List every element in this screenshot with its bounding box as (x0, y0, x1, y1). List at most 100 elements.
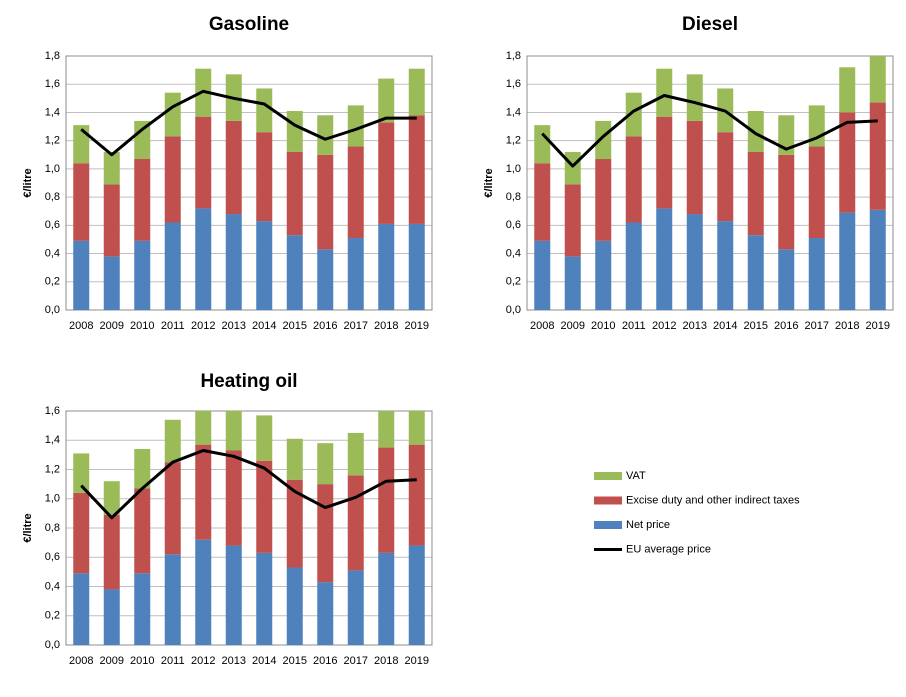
bar-segment (256, 132, 273, 222)
bar-segment (317, 484, 334, 583)
bar-segment (134, 449, 151, 489)
bar-segment (103, 184, 120, 257)
bar-segment (256, 552, 273, 645)
x-tick-label: 2011 (161, 320, 185, 332)
legend-swatch (594, 472, 622, 480)
y-tick-label: 1,4 (45, 434, 60, 446)
bar-segment (378, 223, 395, 310)
x-tick-label: 2017 (344, 320, 368, 332)
bar-segment (317, 582, 334, 645)
bar-segment (564, 256, 581, 310)
x-tick-label: 2011 (622, 320, 646, 332)
y-tick-label: 1,2 (45, 463, 60, 475)
x-tick-label: 2009 (100, 320, 124, 332)
plot-frame (65, 55, 433, 311)
bar-segment (378, 122, 395, 224)
bar-segment (164, 222, 181, 310)
bar-segment (869, 56, 886, 103)
y-tick-label: 0,4 (45, 580, 60, 592)
bar-segment (656, 116, 673, 209)
bar-segment (347, 475, 364, 571)
y-tick-label: 1,8 (45, 50, 60, 62)
bar-segment (534, 163, 551, 241)
bar-segment (103, 151, 120, 185)
bar-segment (134, 240, 151, 310)
plot (73, 411, 425, 645)
bar-segment (286, 111, 303, 152)
y-axis-label: €/litre (22, 168, 34, 197)
bar-segment (778, 115, 795, 155)
x-tick-label: 2019 (405, 655, 429, 667)
x-tick-label: 2010 (130, 655, 154, 667)
bar-segment (534, 240, 551, 310)
x-tick-label: 2013 (222, 320, 246, 332)
bar-segment (747, 235, 764, 310)
bar-segment (225, 120, 242, 215)
y-tick-label: 1,8 (506, 50, 521, 62)
x-tick-label: 2010 (130, 320, 154, 332)
bar-segment (408, 115, 425, 224)
bar-segment (869, 209, 886, 310)
bar-segment (839, 212, 856, 310)
bar-segment (378, 552, 395, 645)
y-tick-label: 0,2 (45, 276, 60, 288)
bar-segment (73, 240, 90, 310)
x-tick-label: 2019 (405, 320, 429, 332)
bar-segment (839, 112, 856, 213)
bar-segment (73, 492, 90, 574)
line-series (80, 448, 417, 520)
y-axis-label: €/litre (483, 168, 495, 197)
chart-title: Heating oil (200, 371, 297, 392)
y-tick-label: 0,2 (45, 610, 60, 622)
bar-segment (378, 411, 395, 448)
x-tick-label: 2015 (744, 320, 768, 332)
x-tick-label: 2018 (374, 655, 398, 667)
bar-segment (164, 419, 181, 463)
bar-segment (686, 214, 703, 310)
y-tick-label: 0,0 (506, 304, 521, 316)
bar-segment (625, 136, 642, 223)
bar-segment (778, 249, 795, 310)
bar-segment (134, 573, 151, 645)
y-tick-label: 0,0 (45, 639, 60, 651)
bar-segment (317, 249, 334, 310)
x-tick-label: 2012 (652, 320, 676, 332)
x-tick-label: 2010 (591, 320, 615, 332)
legend-label: Excise duty and other indirect taxes (626, 494, 800, 506)
bar-segment (625, 92, 642, 137)
x-tick-label: 2017 (344, 655, 368, 667)
y-tick-label: 1,2 (506, 135, 521, 147)
bar-segment (225, 411, 242, 451)
x-tick-label: 2011 (161, 655, 185, 667)
bar-segment (256, 221, 273, 310)
y-tick-label: 0,4 (506, 247, 521, 259)
bar-segment (164, 92, 181, 137)
bar-segment (317, 115, 334, 155)
x-tick-label: 2008 (69, 655, 93, 667)
x-tick-label: 2009 (561, 320, 585, 332)
bar-segment (134, 488, 151, 574)
bar-segment (164, 554, 181, 645)
chart-title: Gasoline (209, 14, 289, 35)
y-tick-label: 0,6 (506, 219, 521, 231)
y-tick-label: 1,0 (45, 163, 60, 175)
plot-frame (526, 55, 894, 311)
bar-segment (595, 240, 612, 310)
bar-segment (747, 111, 764, 152)
bar-segment (408, 68, 425, 116)
bar-segment (625, 222, 642, 310)
bar-segment (656, 68, 673, 117)
bar-segment (103, 481, 120, 515)
bar-segment (103, 514, 120, 590)
y-tick-label: 0,2 (506, 276, 521, 288)
bar-segment (717, 221, 734, 310)
legend-label: Net price (626, 519, 670, 531)
bar-segment (408, 545, 425, 645)
y-tick-label: 0,8 (45, 191, 60, 203)
legend-swatch (594, 521, 622, 529)
bar-segment (195, 444, 212, 540)
y-tick-label: 0,6 (45, 219, 60, 231)
x-tick-label: 2012 (191, 655, 215, 667)
x-tick-label: 2016 (313, 320, 337, 332)
